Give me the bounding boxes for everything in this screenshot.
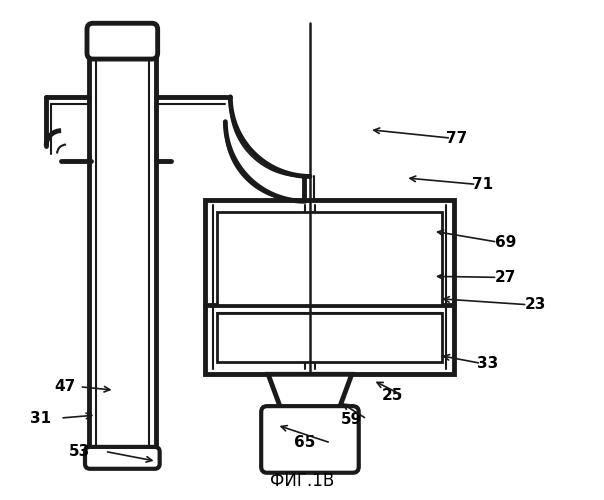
Text: 47: 47 bbox=[54, 379, 75, 394]
FancyBboxPatch shape bbox=[87, 24, 158, 59]
Text: 71: 71 bbox=[472, 177, 493, 192]
Text: 31: 31 bbox=[30, 410, 51, 426]
Text: 25: 25 bbox=[382, 388, 403, 403]
Bar bbox=[217, 312, 442, 362]
Polygon shape bbox=[268, 374, 352, 412]
Text: 69: 69 bbox=[495, 234, 516, 250]
Text: 27: 27 bbox=[495, 270, 516, 285]
Text: 77: 77 bbox=[446, 130, 467, 146]
Polygon shape bbox=[205, 200, 454, 374]
Text: 23: 23 bbox=[525, 297, 546, 312]
Text: 65: 65 bbox=[294, 436, 316, 450]
FancyBboxPatch shape bbox=[261, 406, 359, 473]
Bar bbox=[217, 212, 442, 304]
FancyBboxPatch shape bbox=[85, 447, 159, 469]
Text: 33: 33 bbox=[477, 356, 498, 371]
Text: 59: 59 bbox=[341, 412, 362, 426]
Text: ФИГ.1В: ФИГ.1В bbox=[270, 472, 334, 490]
Polygon shape bbox=[89, 51, 156, 454]
Text: 53: 53 bbox=[69, 444, 90, 459]
